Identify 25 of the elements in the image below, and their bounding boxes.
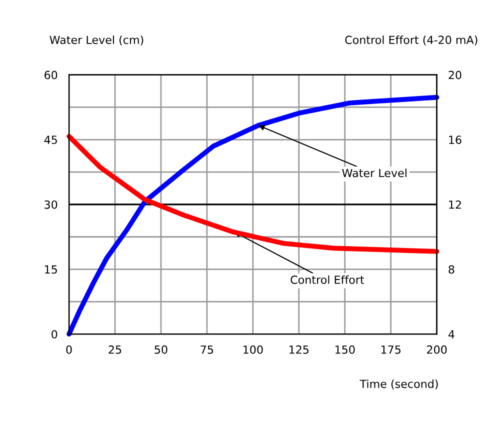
annotation: Water Level (342, 168, 406, 178)
annotation: Control Effort (290, 275, 364, 284)
x-tick-label: 125 (290, 345, 309, 354)
x-tick-label: 100 (244, 345, 263, 354)
y2-tick-label: 4 (448, 330, 454, 338)
x-axis-title: Time (second) (360, 379, 438, 390)
x-tick-label: 200 (427, 345, 447, 354)
y-axis-title: Water Level (cm) (50, 35, 144, 46)
x-tick-label: 0 (66, 345, 72, 354)
x-tick-label: 50 (154, 345, 168, 354)
y-tick-label: 15 (44, 265, 57, 274)
y-tick-label: 60 (44, 70, 58, 80)
y2-axis-title: Control Effort (4-20 mA) (345, 35, 478, 46)
x-tick-label: 150 (335, 345, 355, 354)
y2-tick-label: 20 (448, 70, 462, 80)
line-series (66, 134, 440, 254)
x-tick-label: 175 (381, 346, 400, 354)
y-tick-label: 45 (44, 136, 57, 144)
y2-tick-label: 16 (449, 136, 462, 144)
y2-tick-label: 12 (449, 200, 461, 209)
y-tick-label: 0 (52, 330, 58, 338)
x-tick-label: 25 (108, 345, 122, 354)
y2-tick-label: 8 (448, 265, 454, 274)
y-tick-label: 30 (44, 200, 58, 209)
x-tick-label: 75 (200, 346, 214, 354)
